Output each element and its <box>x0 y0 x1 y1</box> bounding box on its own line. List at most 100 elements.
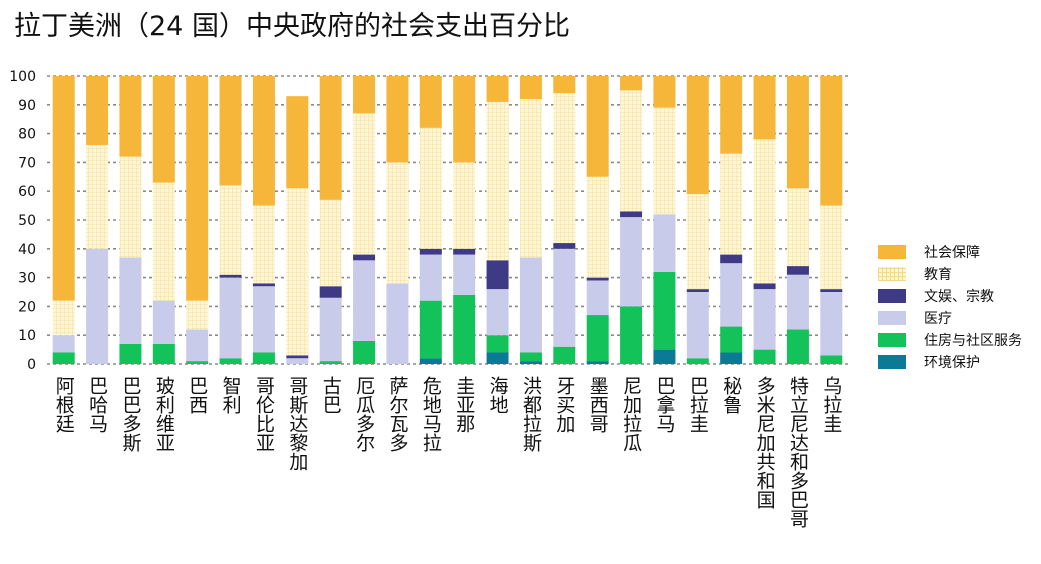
x-tick-label: 玻利维亚 <box>152 376 175 452</box>
legend-label: 环境保护 <box>924 355 980 371</box>
bar-segment <box>720 352 743 364</box>
bar-segment <box>252 205 275 284</box>
legend-item: 环境保护 <box>878 351 1022 373</box>
x-tick-label: 尼加拉瓜 <box>620 376 643 452</box>
bar-segment <box>319 199 342 287</box>
bar-segment <box>152 343 175 364</box>
bar-segment <box>786 76 809 189</box>
bar-segment <box>419 254 442 301</box>
legend-swatch <box>878 267 906 281</box>
y-tick-label: 50 <box>18 213 36 229</box>
bar-segment <box>786 266 809 275</box>
x-tick-label: 哥伦比亚 <box>252 376 275 452</box>
bar-segment <box>152 182 175 301</box>
x-tick-label: 巴哈马 <box>86 376 109 433</box>
bar-segment <box>219 277 242 359</box>
bar-segment <box>553 346 576 364</box>
bar-segment <box>119 76 142 157</box>
bar-segment <box>353 340 376 364</box>
bar-segment <box>786 329 809 364</box>
x-tick-label: 墨西哥 <box>586 376 609 433</box>
bar-segment <box>720 153 743 255</box>
bar-segment <box>553 248 576 347</box>
y-tick-label: 10 <box>18 328 36 344</box>
bar-segment <box>86 145 109 249</box>
x-tick-label: 厄瓜多尔 <box>353 376 376 452</box>
bar-segment <box>486 352 509 364</box>
bars <box>52 76 843 364</box>
legend-label: 社会保障 <box>924 245 980 261</box>
bar-segment <box>152 76 175 183</box>
bar-segment <box>353 254 376 261</box>
y-tick-label: 100 <box>9 69 36 85</box>
bar-segment <box>720 263 743 327</box>
bar-segment <box>453 248 476 255</box>
bar-segment <box>453 294 476 364</box>
x-tick-label: 洪都拉斯 <box>519 376 542 452</box>
bar-segment <box>720 254 743 264</box>
bar-segment <box>519 361 542 364</box>
bar-segment <box>620 306 643 364</box>
bar-segment <box>553 243 576 249</box>
bar-segment <box>286 355 309 359</box>
x-tick-label: 海地 <box>486 376 509 414</box>
bar-segment <box>219 358 242 364</box>
bar-segment <box>152 300 175 344</box>
bar-segment <box>553 76 576 94</box>
bar-segment <box>119 156 142 258</box>
bar-segment <box>686 292 709 359</box>
bar-segment <box>753 283 776 290</box>
bar-segment <box>319 286 342 298</box>
x-tick-label: 危地马拉 <box>419 376 442 452</box>
x-tick-label: 巴西 <box>186 376 209 414</box>
x-tick-label: 特立尼达和多巴哥 <box>786 376 809 528</box>
bar-segment <box>286 358 309 364</box>
bar-segment <box>319 361 342 364</box>
bar-segment <box>119 343 142 364</box>
legend-item: 社会保障 <box>878 241 1022 263</box>
x-tick-label: 巴巴多斯 <box>119 376 142 452</box>
bar-segment <box>653 76 676 108</box>
bar-segment <box>52 300 75 336</box>
bar-segment <box>119 257 142 344</box>
bar-segment <box>286 188 309 356</box>
x-tick-label: 巴拿马 <box>653 376 676 433</box>
bar-segment <box>720 76 743 154</box>
bar-segment <box>52 352 75 364</box>
bar-segment <box>353 113 376 255</box>
bar-segment <box>519 352 542 362</box>
bar-segment <box>386 162 409 284</box>
bar-segment <box>419 300 442 359</box>
x-tick-label: 萨尔瓦多 <box>386 376 409 452</box>
legend-label: 教育 <box>924 267 952 283</box>
bar-segment <box>753 349 776 364</box>
bar-segment <box>486 101 509 261</box>
bar-segment <box>186 361 209 364</box>
bar-segment <box>620 76 643 91</box>
bar-segment <box>686 194 709 290</box>
bar-segment <box>419 358 442 364</box>
bar-segment <box>686 289 709 292</box>
legend-label: 住房与社区服务 <box>924 333 1022 349</box>
bar-segment <box>319 76 342 200</box>
bar-segment <box>186 329 209 362</box>
y-tick-label: 60 <box>18 184 36 200</box>
bar-segment <box>186 300 209 330</box>
legend-item: 教育 <box>878 263 1022 285</box>
bar-segment <box>653 349 676 364</box>
bar-segment <box>586 280 609 316</box>
bar-segment <box>820 289 843 292</box>
bar-segment <box>386 283 409 364</box>
x-tick-label: 哥斯达黎加 <box>286 376 309 471</box>
bar-segment <box>286 96 309 189</box>
legend-swatch <box>878 311 906 325</box>
bar-segment <box>586 76 609 177</box>
bar-segment <box>252 76 275 206</box>
bar-segment <box>620 90 643 212</box>
x-tick-label: 牙买加 <box>553 376 576 433</box>
bar-segment <box>486 260 509 290</box>
bar-segment <box>353 76 376 114</box>
legend-label: 医疗 <box>924 311 952 327</box>
bar-segment <box>353 260 376 341</box>
